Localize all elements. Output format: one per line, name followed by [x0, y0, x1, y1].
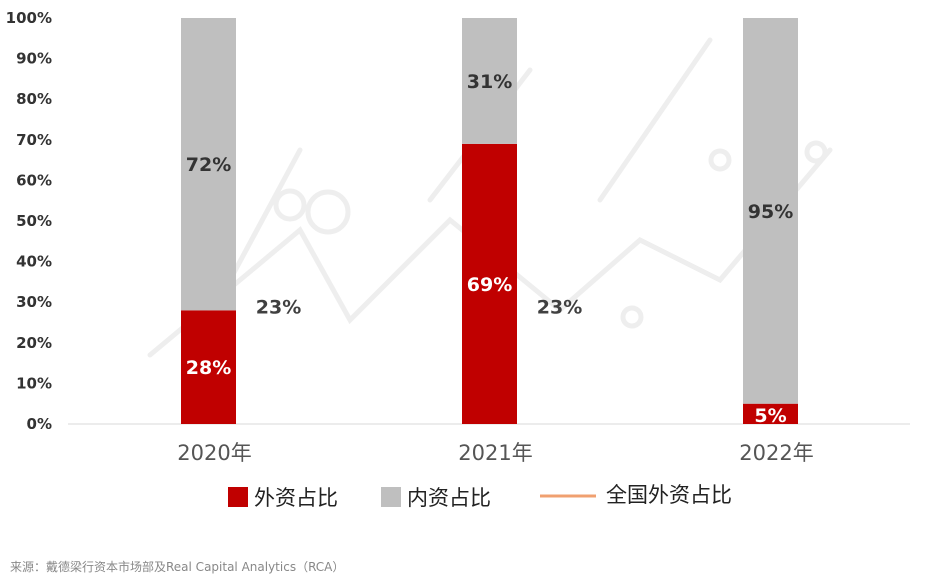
- x-category-label: 2021年: [458, 441, 532, 465]
- bar-data-label: 72%: [186, 154, 231, 176]
- y-tick-label: 40%: [16, 253, 52, 271]
- legend-label-domestic: 内资占比: [407, 486, 491, 510]
- bar-data-label: 28%: [186, 357, 231, 379]
- y-tick-label: 10%: [16, 374, 52, 392]
- y-tick-label: 70%: [16, 131, 52, 149]
- legend-label-foreign: 外资占比: [254, 486, 338, 510]
- data-labels: 28% 72% 69% 31% 5% 95%: [186, 71, 793, 427]
- y-tick-label: 60%: [16, 171, 52, 189]
- national-share-label: 23%: [256, 297, 301, 319]
- bar-data-label: 31%: [467, 71, 512, 93]
- legend-swatch-domestic: [381, 487, 401, 507]
- bar-segment: [181, 18, 236, 311]
- national-share-label: 23%: [537, 297, 582, 319]
- y-tick-label: 20%: [16, 334, 52, 352]
- y-axis: 0% 10% 20% 30% 40% 50% 60% 70% 80% 90% 100%: [6, 9, 52, 433]
- y-tick-label: 50%: [16, 212, 52, 230]
- x-category-label: 2020年: [177, 441, 251, 465]
- x-axis: 2020年 2021年 2022年: [177, 441, 813, 465]
- bar-segment: [462, 18, 517, 144]
- legend-label-national: 全国外资占比: [606, 483, 732, 507]
- legend-swatch-foreign: [228, 487, 248, 507]
- bar-data-label: 69%: [467, 274, 512, 296]
- bar-segment: [181, 310, 236, 424]
- bars-group: [181, 18, 798, 425]
- x-category-label: 2022年: [739, 441, 813, 465]
- bar-data-label: 5%: [754, 405, 786, 427]
- source-note: 来源：戴德梁行资本市场部及Real Capital Analytics（RCA）: [10, 560, 345, 574]
- y-tick-label: 90%: [16, 50, 52, 68]
- y-tick-label: 0%: [27, 415, 52, 433]
- y-tick-label: 80%: [16, 90, 52, 108]
- bar-data-label: 95%: [748, 201, 793, 223]
- bar-segment: [743, 403, 798, 424]
- bar-segment: [462, 143, 517, 425]
- y-tick-label: 30%: [16, 293, 52, 311]
- y-tick-label: 100%: [6, 9, 52, 27]
- bar-segment: [743, 18, 798, 404]
- legend: 外资占比 内资占比 全国外资占比: [228, 483, 732, 510]
- reference-lines: 23% 23%: [124, 297, 593, 337]
